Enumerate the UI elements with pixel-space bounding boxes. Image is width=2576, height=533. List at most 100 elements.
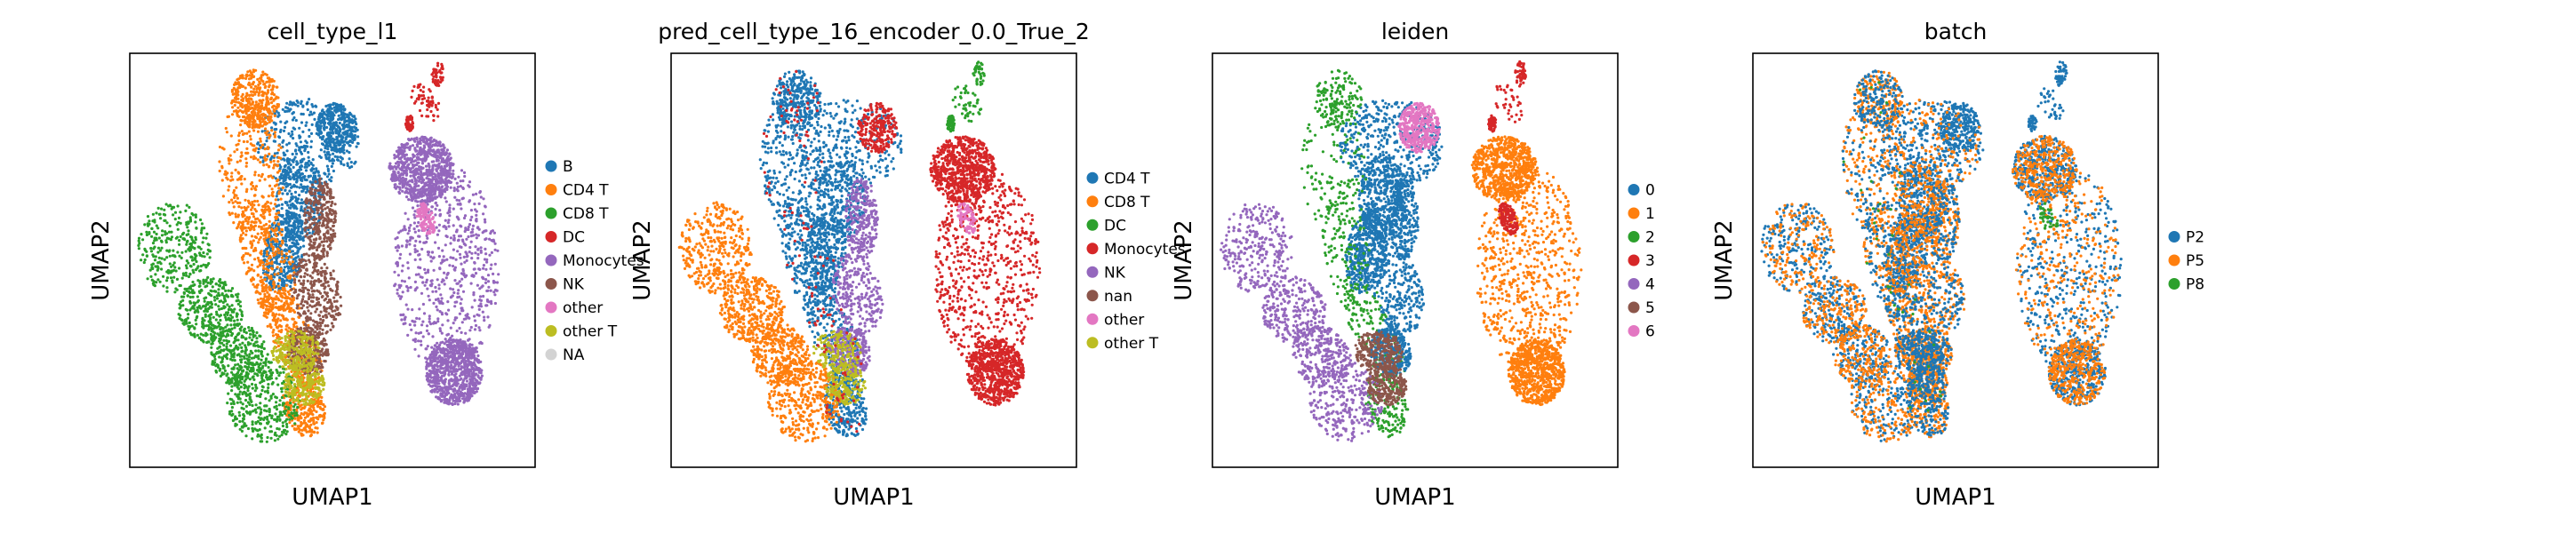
umap-point [319, 155, 323, 159]
umap-point [198, 280, 202, 283]
umap-point [172, 213, 175, 217]
umap-point [256, 141, 260, 145]
umap-point [282, 370, 285, 374]
umap-point [286, 274, 290, 279]
umap-point [217, 288, 220, 291]
umap-point [417, 220, 420, 225]
umap-point [264, 104, 268, 108]
umap-point [240, 206, 244, 210]
umap-point [228, 201, 231, 204]
umap-point [218, 339, 221, 343]
umap-point [262, 266, 266, 270]
umap-point [409, 174, 412, 178]
umap-point [260, 143, 265, 147]
umap-point [292, 252, 295, 257]
umap-point [240, 381, 244, 385]
umap-point [206, 340, 210, 344]
umap-point [486, 274, 491, 277]
umap-point [259, 393, 263, 396]
umap-point [252, 157, 255, 161]
umap-point [306, 185, 309, 188]
umap-point [330, 164, 333, 168]
umap-point [248, 69, 252, 73]
umap-point [270, 382, 274, 386]
umap-point [244, 76, 248, 80]
umap-point [241, 110, 244, 114]
umap-point [483, 315, 486, 319]
umap-point [242, 231, 245, 235]
umap-point [427, 253, 430, 257]
umap-point [254, 383, 258, 386]
umap-point [288, 189, 292, 193]
umap-point [263, 178, 267, 181]
umap-point [247, 201, 251, 204]
umap-point [268, 133, 272, 137]
umap-point [250, 263, 254, 266]
scatter-points [137, 61, 500, 443]
umap-point [178, 266, 181, 270]
umap-point [300, 411, 303, 416]
umap-point [177, 313, 180, 316]
umap-point [257, 150, 260, 155]
umap-point [149, 246, 153, 251]
umap-point [148, 268, 152, 272]
umap-point [412, 84, 416, 88]
umap-point [301, 105, 305, 108]
umap-point [488, 323, 492, 327]
umap-point [474, 245, 477, 249]
umap-point [231, 348, 235, 352]
umap-point [259, 139, 262, 143]
umap-point [280, 413, 284, 417]
umap-point [261, 99, 265, 102]
umap-point [448, 203, 452, 207]
umap-point [308, 434, 313, 438]
umap-point [438, 209, 442, 212]
umap-point [229, 289, 233, 293]
umap-point [211, 342, 214, 346]
umap-point [190, 259, 195, 262]
umap-point [444, 219, 447, 222]
umap-point [282, 410, 285, 413]
umap-point [173, 290, 177, 294]
umap-point [152, 230, 156, 234]
umap-point [420, 114, 424, 117]
umap-point [260, 358, 263, 362]
umap-point [263, 404, 267, 408]
umap-point [244, 229, 248, 233]
umap-point [251, 338, 254, 342]
umap-point [228, 344, 233, 347]
umap-point [428, 102, 431, 106]
umap-point [437, 255, 441, 259]
umap-point [188, 299, 192, 304]
umap-point [254, 123, 258, 126]
umap-point [269, 238, 273, 242]
umap-point [142, 260, 146, 265]
umap-point [210, 280, 214, 283]
umap-point [236, 178, 240, 181]
umap-point [262, 224, 266, 227]
umap-point [230, 304, 234, 307]
umap-point [289, 262, 292, 266]
umap-point [328, 178, 332, 181]
umap-point [154, 273, 157, 276]
umap-point [282, 274, 285, 277]
umap-point [240, 99, 244, 102]
umap-point [199, 247, 203, 251]
umap-point [268, 430, 272, 434]
umap-point [184, 271, 188, 274]
umap-point [278, 323, 282, 327]
umap-point [236, 295, 239, 298]
umap-point [143, 258, 147, 262]
umap-point [156, 278, 160, 282]
umap-point [226, 323, 229, 327]
umap-point [314, 203, 317, 207]
umap-point [291, 112, 294, 115]
umap-point [342, 163, 346, 167]
umap-point [253, 171, 257, 174]
umap-point [317, 191, 321, 195]
umap-point [197, 337, 201, 340]
umap-point [252, 366, 255, 370]
umap-point [317, 174, 321, 178]
umap-point [260, 172, 264, 176]
